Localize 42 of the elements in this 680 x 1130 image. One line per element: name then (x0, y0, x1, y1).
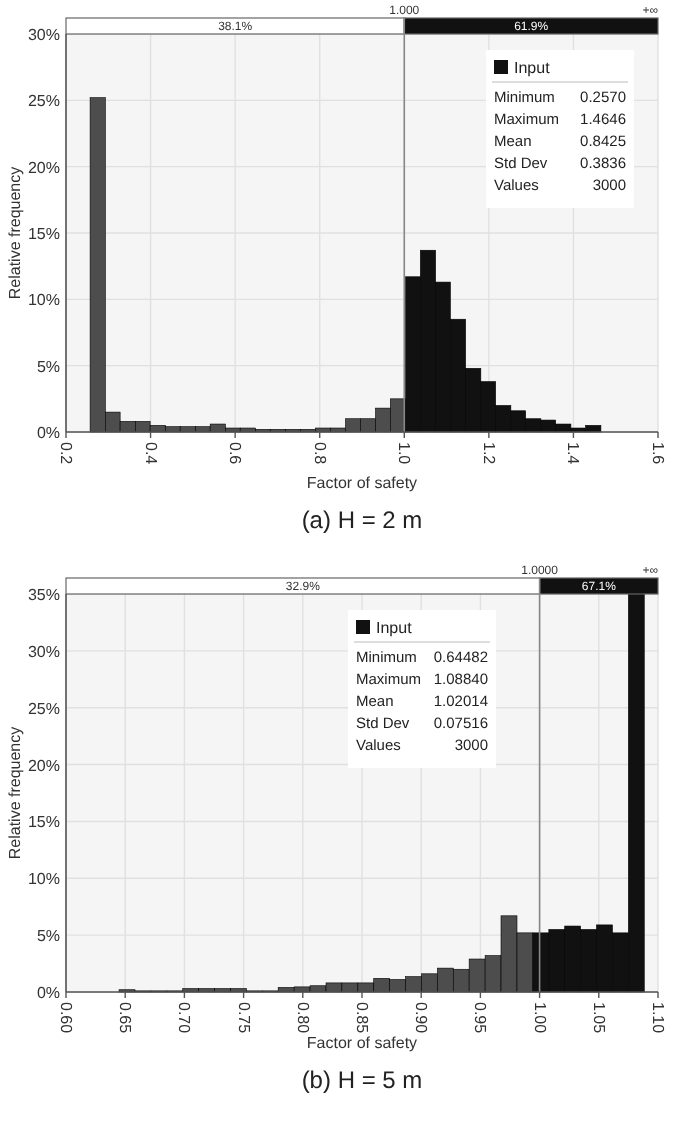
y-tick-label: 15% (27, 225, 60, 243)
x-tick-label: 0.8 (310, 442, 329, 466)
y-tick-label: 30% (27, 642, 60, 661)
x-tick-label: 1.05 (589, 1002, 608, 1035)
y-tick-label: 20% (27, 756, 60, 775)
x-axis-title: Factor of safety (306, 1034, 418, 1052)
legend-label: Input (514, 59, 552, 77)
y-tick-label: 10% (27, 870, 60, 889)
x-tick-label: 0.70 (175, 1002, 194, 1035)
text: (b) H = 5 m (301, 1066, 423, 1094)
x-tick-label: 0.75 (234, 1002, 253, 1035)
y-tick-label: 25% (27, 92, 60, 111)
x-tick-label: 0.65 (116, 1002, 135, 1035)
y-tick-label: 30% (27, 26, 60, 44)
y-tick-label: 25% (27, 699, 60, 718)
x-tick-label: 1.4 (564, 442, 583, 466)
x-tick-label: 0.4 (141, 442, 160, 466)
x-tick-label: 0.6 (226, 442, 245, 466)
x-tick-label: 0.2 (57, 442, 75, 466)
x-tick-label: 0.60 (57, 1002, 75, 1035)
y-tick-label: 10% (27, 291, 60, 310)
y-tick-label: 5% (36, 927, 60, 946)
x-tick-label: 1.00 (530, 1002, 549, 1035)
x-axis-title: Factor of safety (306, 474, 418, 492)
x-tick-label: 1.6 (649, 442, 667, 466)
y-axis-title: Relative frequency (6, 166, 24, 300)
x-tick-label: 0.80 (293, 1002, 312, 1035)
y-tick-label: 35% (27, 586, 60, 604)
x-tick-label: 1.10 (649, 1002, 667, 1035)
y-tick-label: 0% (36, 424, 60, 442)
y-tick-label: 20% (27, 158, 60, 177)
x-tick-label: 1.0 (395, 442, 414, 466)
legend-label: Input (376, 619, 414, 637)
y-tick-label: 5% (36, 357, 60, 376)
y-tick-label: 15% (27, 813, 60, 832)
text: (a) H = 2 m (301, 506, 423, 534)
x-tick-label: 0.90 (412, 1002, 431, 1035)
x-tick-label: 1.2 (479, 442, 498, 466)
y-axis-title: Relative frequency (6, 726, 24, 860)
y-tick-label: 0% (36, 984, 60, 1002)
x-tick-label: 0.95 (471, 1002, 490, 1035)
x-tick-label: 0.85 (353, 1002, 371, 1035)
